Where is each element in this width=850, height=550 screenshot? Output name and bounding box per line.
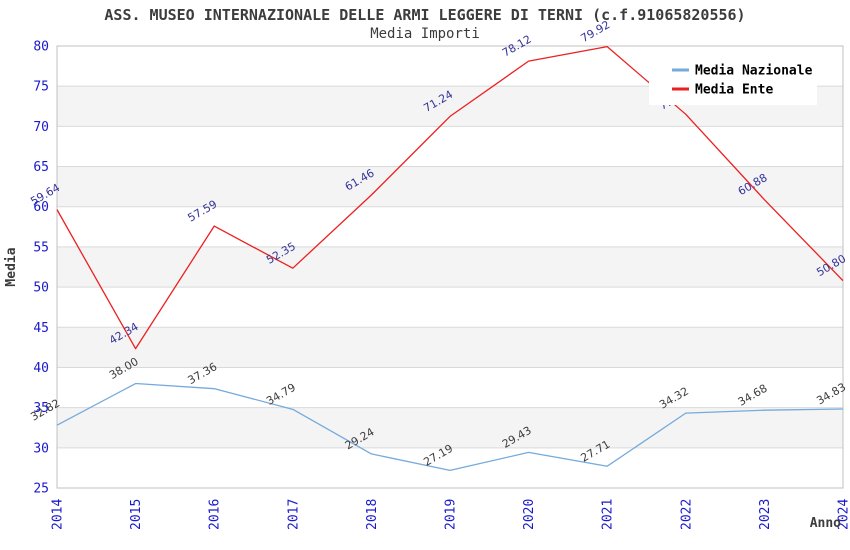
- x-tick-label: 2017: [286, 499, 301, 530]
- x-tick-label: 2024: [837, 499, 850, 530]
- x-tick-label: 2019: [444, 499, 459, 530]
- y-axis-title: Media: [4, 247, 19, 286]
- legend: [649, 57, 817, 105]
- y-tick-label: 55: [33, 240, 49, 255]
- data-label: 34.68: [736, 382, 770, 409]
- y-tick-label: 25: [33, 482, 49, 497]
- media-nazionale-line: [56, 382, 844, 472]
- x-tick-label: 2023: [758, 499, 773, 530]
- plot-band: [57, 246, 843, 288]
- x-tick-label: 2014: [51, 499, 66, 530]
- chart-title: ASS. MUSEO INTERNAZIONALE DELLE ARMI LEG…: [104, 6, 746, 24]
- plot-band: [57, 407, 843, 448]
- x-tick-label: 2020: [522, 499, 537, 530]
- data-label: 78.12: [500, 33, 534, 60]
- y-tick-label: 65: [33, 160, 49, 175]
- x-tick-label: 2022: [679, 499, 694, 530]
- y-tick-label: 70: [33, 120, 49, 135]
- x-tick-label: 2015: [129, 499, 144, 530]
- plot-band: [57, 327, 843, 368]
- x-axis-title: Anno: [810, 516, 841, 531]
- x-tick-label: 2021: [601, 499, 616, 530]
- media-ente-line: [56, 45, 844, 350]
- legend-label: Media Ente: [695, 83, 773, 98]
- legend-label: Media Nazionale: [695, 64, 813, 79]
- data-label: 34.79: [264, 381, 298, 408]
- y-tick-label: 30: [33, 441, 49, 456]
- y-tick-label: 60: [33, 200, 49, 215]
- chart-subtitle: Media Importi: [370, 26, 480, 42]
- y-tick-label: 35: [33, 401, 49, 416]
- x-tick-label: 2018: [365, 499, 380, 530]
- x-tick-label: 2016: [208, 499, 223, 530]
- data-label: 79.92: [579, 18, 613, 45]
- y-tick-label: 40: [33, 361, 49, 376]
- y-tick-label: 50: [33, 281, 49, 296]
- plot-band: [57, 166, 843, 207]
- y-tick-label: 75: [33, 80, 49, 95]
- y-tick-label: 80: [33, 40, 49, 55]
- y-tick-label: 45: [33, 321, 49, 336]
- plot-border: [56, 45, 844, 489]
